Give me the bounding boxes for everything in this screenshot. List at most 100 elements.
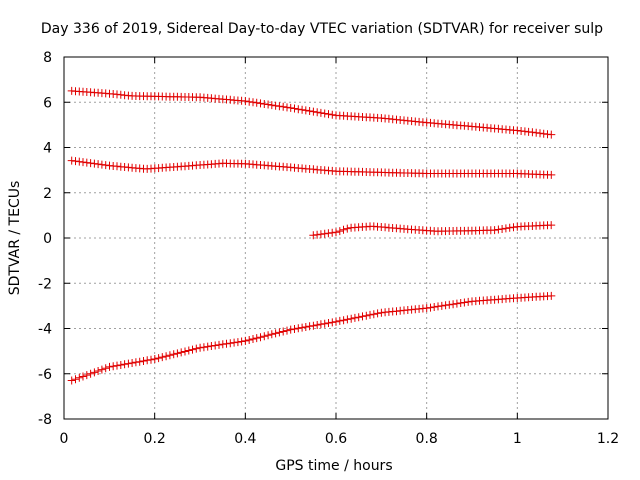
chart-title: Day 336 of 2019, Sidereal Day-to-day VTE… [41, 21, 603, 37]
data-point [313, 108, 322, 117]
data-point [490, 226, 499, 235]
series-1 [67, 86, 556, 139]
data-point [158, 353, 167, 362]
data-point [547, 221, 556, 230]
data-point [350, 313, 359, 322]
x-tick-label: 0.6 [325, 431, 347, 447]
y-tick-label: 4 [43, 141, 52, 157]
data-point [192, 344, 201, 353]
data-point [67, 376, 76, 385]
data-point [165, 351, 174, 360]
data-point [275, 328, 284, 337]
x-tick-label: 1 [513, 431, 522, 447]
data-point [267, 330, 276, 339]
data-point [366, 310, 374, 319]
data-point [290, 104, 299, 113]
data-point [309, 321, 318, 330]
data-point [547, 291, 556, 300]
data-point [509, 223, 518, 232]
data-point [343, 224, 352, 233]
data-point [547, 130, 556, 139]
x-tick-label: 0 [60, 431, 69, 447]
y-tick-label: -8 [38, 412, 52, 428]
data-point [328, 110, 337, 119]
axis-ticks [63, 56, 609, 420]
data-point [547, 170, 556, 179]
data-point [256, 333, 265, 342]
data-point [358, 312, 367, 321]
data-point [173, 349, 182, 358]
data-point [222, 339, 231, 348]
data-point [460, 298, 469, 307]
data-point [79, 372, 87, 381]
data-point [120, 360, 129, 369]
data-point [362, 311, 371, 320]
x-axis-label: GPS time / hours [275, 458, 392, 474]
data-point [75, 373, 84, 382]
data-point [279, 102, 288, 111]
data-point [109, 362, 118, 371]
data-point [305, 107, 314, 115]
data-point [437, 301, 446, 310]
data-point [313, 321, 322, 329]
data-point [301, 323, 310, 331]
data-point [452, 299, 461, 308]
data-point [94, 367, 103, 375]
data-point [373, 309, 382, 318]
data-point [169, 350, 178, 359]
data-point [298, 323, 307, 332]
y-tick-label: -6 [38, 367, 52, 383]
data-point [97, 365, 106, 374]
data-point [426, 303, 435, 312]
data-point [267, 101, 276, 110]
data-point [131, 358, 140, 367]
data-point [128, 359, 137, 367]
data-point [430, 303, 439, 311]
data-point [113, 361, 121, 370]
x-tick-label: 1.2 [597, 431, 619, 447]
data-point [279, 327, 288, 336]
data-point [264, 331, 273, 340]
data-point [498, 225, 507, 233]
data-point [237, 337, 246, 346]
data-point [241, 336, 250, 345]
series-4 [67, 291, 556, 385]
data-point [294, 324, 303, 333]
y-tick-label: 2 [43, 186, 52, 202]
data-point [184, 346, 193, 355]
x-tick-label: 0.4 [234, 431, 256, 447]
data-point [335, 316, 344, 325]
data-point [252, 98, 261, 107]
data-point [124, 359, 133, 368]
data-point [275, 102, 284, 111]
data-point [199, 343, 208, 352]
data-point [309, 107, 318, 116]
y-tick-label: -4 [38, 322, 52, 338]
data-point [143, 356, 152, 365]
x-tick-label: 0.2 [144, 431, 166, 447]
data-point [449, 300, 458, 309]
data-point [298, 105, 307, 114]
data-point [328, 318, 337, 327]
data-point [286, 103, 295, 112]
data-point [320, 319, 329, 328]
data-point [343, 315, 352, 324]
data-point [501, 224, 510, 233]
data-point [320, 109, 329, 118]
data-point [177, 348, 186, 357]
data-point [82, 371, 91, 380]
data-point [286, 325, 295, 334]
data-point [162, 352, 171, 361]
data-point [215, 340, 223, 349]
y-tick-labels: -8 -6 -4 -2 0 2 4 6 8 [38, 50, 52, 428]
data-point [316, 320, 325, 329]
series-2 [67, 156, 556, 179]
y-tick-label: 0 [43, 231, 52, 247]
data-point [294, 105, 303, 114]
data-point [283, 326, 291, 335]
data-point [369, 310, 378, 319]
data-point [203, 342, 212, 351]
data-point [264, 100, 273, 109]
